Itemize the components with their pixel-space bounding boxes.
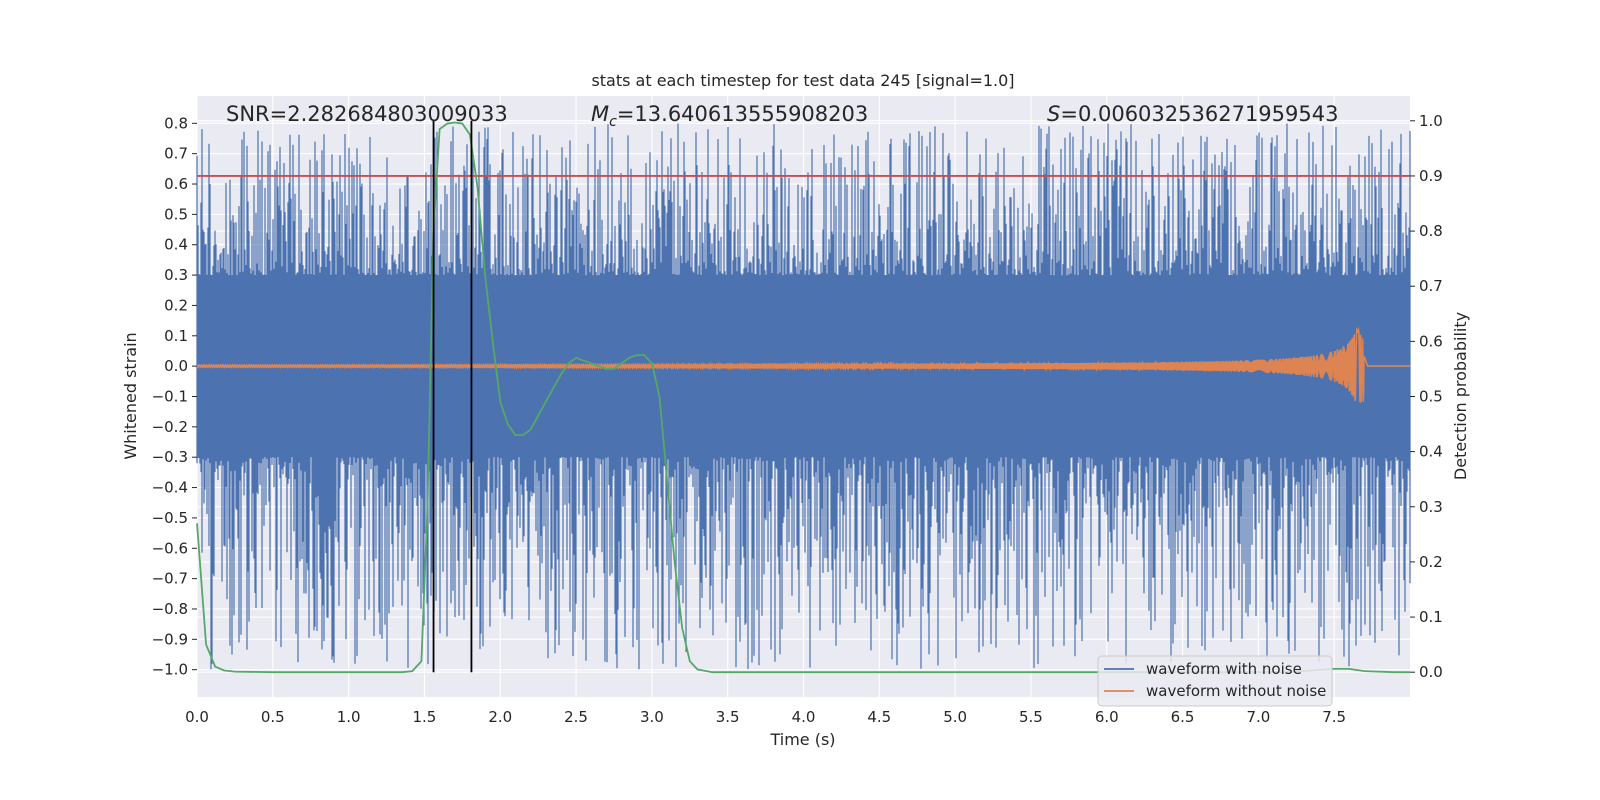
left-y-axis-ticks: 0.8 0.7 0.6 0.5 0.4 0.3 0.2 0.1 0.0 −0.1 −0.2 −0.3 −… [152, 114, 197, 679]
x-tick-label: 0.5 [261, 708, 285, 726]
x-tick-label: 5.5 [1019, 708, 1043, 726]
chirp-mass-value: =13.640613555908203 [617, 102, 868, 126]
chirp-mass-subscript: c [609, 114, 617, 130]
detection-probability-series [196, 121, 1410, 674]
y-axis-label: Whitened strain [121, 332, 140, 459]
y-tick-label: 0.4 [164, 236, 188, 254]
x-tick-label: 1.0 [337, 708, 361, 726]
y-tick-label: −0.6 [152, 539, 188, 557]
y-tick-label: −0.1 [152, 388, 188, 406]
y-tick-label: 0.2 [164, 296, 188, 314]
chart-title: stats at each timestep for test data 245… [591, 71, 1014, 90]
x-axis-ticks: 0.0 0.5 1.0 1.5 2.0 2.5 3.0 3.5 4.0 4.5 5.0 5.5 6.0 6… [185, 708, 1346, 726]
y2-tick-label: 0.3 [1419, 498, 1443, 516]
y-tick-label: −0.3 [152, 448, 188, 466]
legend: waveform with noise waveform without noi… [1097, 655, 1333, 707]
y2-tick-label: 0.5 [1419, 388, 1443, 406]
x-tick-label: 0.0 [185, 708, 209, 726]
x-tick-label: 1.5 [413, 708, 437, 726]
x-tick-label: 7.5 [1322, 708, 1346, 726]
x-tick-label: 3.5 [716, 708, 740, 726]
y-tick-label: 0.0 [164, 357, 188, 375]
legend-label-clean: waveform without noise [1146, 682, 1326, 700]
y-tick-label: 0.7 [164, 145, 188, 163]
y-tick-label: −0.7 [152, 570, 188, 588]
s-value: =0.006032536271959543 [1060, 102, 1338, 126]
y2-tick-label: 0.0 [1419, 663, 1443, 681]
y-tick-label: 0.1 [164, 327, 188, 345]
x-tick-label: 7.0 [1246, 708, 1270, 726]
y-tick-label: −0.5 [152, 509, 188, 527]
x-tick-label: 6.5 [1171, 708, 1195, 726]
s-symbol: S [1047, 102, 1060, 126]
plot-area [196, 96, 1411, 697]
detection-probability-line [196, 121, 1410, 674]
x-axis-label: Time (s) [769, 730, 835, 749]
y-tick-label: −0.9 [152, 630, 188, 648]
y-tick-label: −0.4 [152, 479, 188, 497]
y2-tick-label: 0.2 [1419, 553, 1443, 571]
x-tick-label: 5.0 [943, 708, 967, 726]
y2-tick-label: 0.9 [1419, 167, 1443, 185]
y-tick-label: 0.6 [164, 175, 188, 193]
chirp-mass-annotation: Mc=13.640613555908203 [591, 102, 868, 130]
y2-tick-label: 0.6 [1419, 332, 1443, 350]
y-tick-label: −0.8 [152, 600, 188, 618]
x-tick-label: 2.5 [564, 708, 588, 726]
x-tick-label: 2.0 [488, 708, 512, 726]
y-tick-label: −0.2 [152, 418, 188, 436]
y-tick-label: 0.8 [164, 114, 188, 132]
x-tick-label: 3.0 [640, 708, 664, 726]
x-tick-label: 4.0 [792, 708, 816, 726]
y-tick-label: −1.0 [152, 661, 188, 679]
legend-label-noise: waveform with noise [1146, 660, 1302, 678]
y-tick-label: 0.3 [164, 266, 188, 284]
y2-tick-label: 0.7 [1419, 277, 1443, 295]
waveform-without-noise-series [196, 326, 1410, 403]
chirp-mass-symbol: M [591, 102, 609, 126]
y2-tick-label: 0.4 [1419, 443, 1443, 461]
detection-window-lines [432, 120, 473, 673]
y2-tick-label: 1.0 [1419, 112, 1443, 130]
y-tick-label: 0.5 [164, 205, 188, 223]
clean-waveform-line [196, 326, 1410, 403]
x-tick-label: 4.5 [867, 708, 891, 726]
x-tick-label: 6.0 [1095, 708, 1119, 726]
y2-tick-label: 0.8 [1419, 222, 1443, 240]
snr-annotation: SNR=2.282684803009033 [226, 102, 508, 126]
right-y-axis-ticks: 1.0 0.9 0.8 0.7 0.6 0.5 0.4 0.3 0.2 0.1 0.0 [1410, 112, 1443, 681]
y-axis-right-label: Detection probability [1451, 312, 1470, 480]
legend-box [1097, 655, 1333, 707]
y2-tick-label: 0.1 [1419, 608, 1443, 626]
s-annotation: S=0.006032536271959543 [1047, 102, 1338, 126]
